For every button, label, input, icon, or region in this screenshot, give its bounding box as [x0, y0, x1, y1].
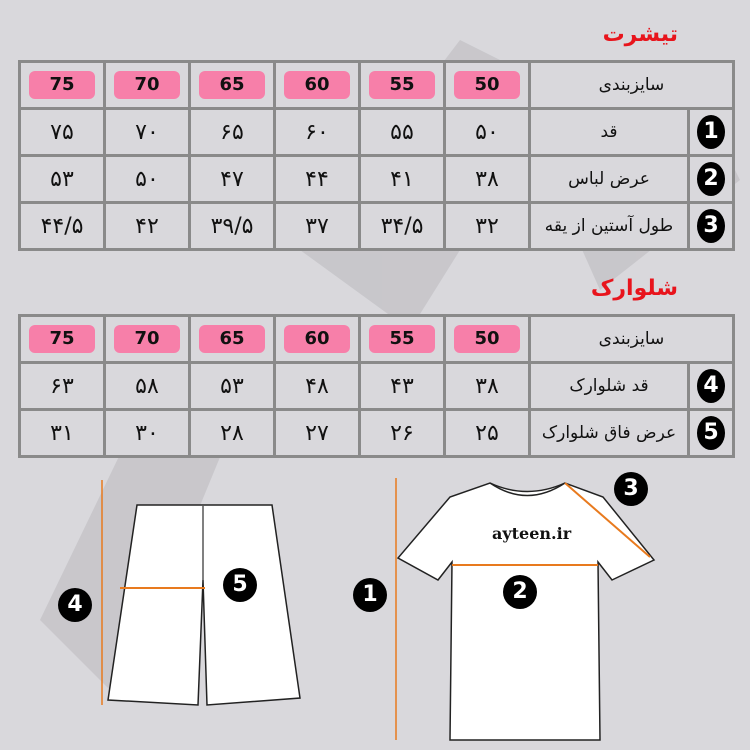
size-badge: 55	[369, 325, 435, 353]
row-label: قد	[528, 107, 690, 157]
marker-2: 2	[503, 575, 537, 609]
size-badge: 65	[199, 71, 265, 99]
cell: ۵۵	[358, 107, 446, 157]
cell: ۴۱	[358, 154, 446, 204]
size-header-row: 75 70 65 60 55 50 سایزبندی	[18, 314, 735, 364]
marker-number: 1	[697, 115, 725, 149]
cell: ۳۰	[103, 408, 191, 458]
cell: ۴۴	[273, 154, 361, 204]
table-row: ۴۴/۵ ۴۲ ۳۹/۵ ۳۷ ۳۴/۵ ۳۲ طول آستین از یقه 3	[18, 201, 735, 251]
cell: ۵۸	[103, 361, 191, 411]
marker-number: 4	[697, 369, 725, 403]
cell: ۳۷	[273, 201, 361, 251]
cell: ۳۱	[18, 408, 106, 458]
table-row: ۳۱ ۳۰ ۲۸ ۲۷ ۲۶ ۲۵ عرض فاق شلوارک 5	[18, 408, 735, 458]
cell: ۶۵	[188, 107, 276, 157]
cell: ۳۸	[443, 154, 531, 204]
size-badge: 70	[114, 325, 180, 353]
size-badge: 50	[454, 71, 520, 99]
tshirt-size-table: 75 70 65 60 55 50 سایزبندی ۷۵ ۷۰ ۶۵ ۶۰ ۵۵ ۵۰ …	[18, 60, 735, 251]
shorts-size-table: 75 70 65 60 55 50 سایزبندی ۶۳ ۵۸ ۵۳ ۴۸ ۴۳ ۳۸ …	[18, 314, 735, 458]
cell: ۴۸	[273, 361, 361, 411]
cell: ۴۳	[358, 361, 446, 411]
cell: ۲۷	[273, 408, 361, 458]
cell: ۴۲	[103, 201, 191, 251]
cell: ۳۴/۵	[358, 201, 446, 251]
size-label: سایزبندی	[528, 314, 735, 364]
cell: ۳۸	[443, 361, 531, 411]
size-badge: 75	[29, 71, 95, 99]
cell: ۶۰	[273, 107, 361, 157]
cell: ۶۳	[18, 361, 106, 411]
brand-text: ayteen.ir	[492, 524, 572, 543]
size-badge: 75	[29, 325, 95, 353]
cell: ۲۸	[188, 408, 276, 458]
row-label: طول آستین از یقه	[528, 201, 690, 251]
cell: ۵۰	[103, 154, 191, 204]
size-badge: 60	[284, 325, 350, 353]
marker-5: 5	[223, 568, 257, 602]
marker-4: 4	[58, 588, 92, 622]
size-header-row: 75 70 65 60 55 50 سایزبندی	[18, 60, 735, 110]
cell: ۲۶	[358, 408, 446, 458]
cell: ۳۲	[443, 201, 531, 251]
size-label: سایزبندی	[528, 60, 735, 110]
table-row: ۵۳ ۵۰ ۴۷ ۴۴ ۴۱ ۳۸ عرض لباس 2	[18, 154, 735, 204]
cell: ۷۰	[103, 107, 191, 157]
size-badge: 50	[454, 325, 520, 353]
cell: ۴۴/۵	[18, 201, 106, 251]
marker-number: 5	[697, 416, 725, 450]
shorts-title: شلوارک	[590, 276, 678, 301]
cell: ۴۷	[188, 154, 276, 204]
table-row: ۷۵ ۷۰ ۶۵ ۶۰ ۵۵ ۵۰ قد 1	[18, 107, 735, 157]
cell: ۷۵	[18, 107, 106, 157]
cell: ۳۹/۵	[188, 201, 276, 251]
row-label: قد شلوارک	[528, 361, 690, 411]
size-badge: 60	[284, 71, 350, 99]
marker-number: 3	[697, 209, 725, 243]
row-label: عرض لباس	[528, 154, 690, 204]
size-badge: 55	[369, 71, 435, 99]
marker-1: 1	[353, 578, 387, 612]
tshirt-title: تیشرت	[602, 22, 678, 47]
size-badge: 70	[114, 71, 180, 99]
marker-number: 2	[697, 162, 725, 196]
table-row: ۶۳ ۵۸ ۵۳ ۴۸ ۴۳ ۳۸ قد شلوارک 4	[18, 361, 735, 411]
row-label: عرض فاق شلوارک	[528, 408, 690, 458]
marker-3: 3	[614, 472, 648, 506]
size-badge: 65	[199, 325, 265, 353]
cell: ۲۵	[443, 408, 531, 458]
cell: ۵۰	[443, 107, 531, 157]
cell: ۵۳	[188, 361, 276, 411]
cell: ۵۳	[18, 154, 106, 204]
